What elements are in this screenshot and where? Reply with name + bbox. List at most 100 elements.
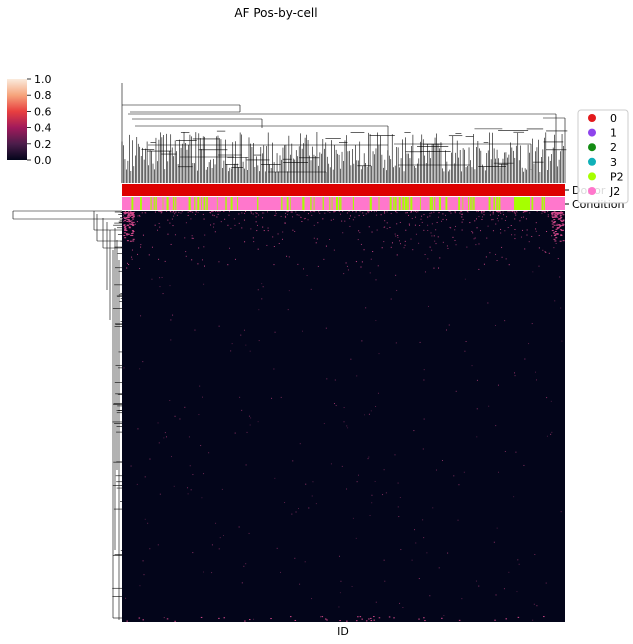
heatmap-cell: [368, 456, 370, 458]
heatmap-cell: [365, 307, 367, 309]
heatmap-cell: [280, 215, 282, 217]
heatmap-cell: [342, 232, 344, 234]
heatmap-cell: [555, 242, 557, 244]
heatmap-cell: [123, 232, 126, 234]
heatmap-cell: [343, 407, 345, 409]
heatmap-cell: [257, 289, 259, 291]
heatmap-cell: [492, 212, 494, 214]
condition-stripe: [335, 197, 339, 210]
heatmap-cell: [363, 249, 365, 251]
heatmap-cell: [258, 214, 260, 216]
heatmap-cell: [142, 619, 145, 621]
heatmap-cell: [541, 212, 543, 214]
heatmap-cell: [466, 246, 468, 248]
heatmap-cell: [124, 213, 127, 215]
heatmap-cell: [398, 516, 400, 518]
heatmap-cell: [514, 211, 516, 213]
heatmap-cell: [410, 211, 412, 213]
heatmap-cell: [559, 225, 562, 227]
heatmap-cell: [554, 231, 557, 233]
heatmap-cell: [460, 211, 462, 213]
heatmap-cell: [256, 224, 258, 226]
heatmap-cell: [381, 247, 383, 249]
heatmap-cell: [185, 222, 187, 224]
heatmap-cell: [125, 597, 127, 599]
heatmap-cell: [241, 212, 243, 214]
heatmap-cell: [373, 211, 375, 213]
heatmap-cell: [360, 266, 362, 268]
condition-stripe: [493, 197, 495, 210]
heatmap-cell: [173, 485, 175, 487]
heatmap-cell: [542, 211, 544, 213]
heatmap-cell: [157, 544, 159, 546]
heatmap-cell: [489, 214, 491, 216]
heatmap-cell: [307, 213, 309, 215]
heatmap-cell: [217, 211, 219, 213]
heatmap-cell: [334, 211, 336, 213]
condition-stripe: [188, 197, 191, 210]
heatmap-cell: [243, 219, 245, 221]
heatmap-cell: [161, 277, 163, 279]
heatmap-cell: [172, 314, 174, 316]
heatmap-cell: [553, 211, 555, 213]
heatmap-cell: [126, 215, 129, 217]
condition-stripe: [331, 197, 333, 210]
heatmap-cell: [130, 220, 133, 222]
heatmap-cell: [560, 234, 563, 236]
heatmap-cell: [535, 228, 537, 230]
heatmap-cell: [559, 214, 562, 216]
heatmap-cell: [399, 602, 401, 604]
heatmap-cell: [134, 223, 136, 225]
heatmap-cell: [418, 618, 420, 620]
heatmap-cell: [250, 228, 252, 230]
heatmap-cell: [323, 423, 325, 425]
heatmap-cell: [241, 582, 243, 584]
heatmap-cell: [558, 213, 561, 215]
heatmap-cell: [553, 222, 556, 224]
condition-stripe: [155, 197, 157, 210]
heatmap-cell: [501, 246, 503, 248]
heatmap-cell: [445, 214, 447, 216]
heatmap-cell: [176, 214, 178, 216]
heatmap-cell: [191, 235, 193, 237]
condition-stripe: [378, 197, 380, 210]
heatmap-cell: [136, 483, 138, 485]
heatmap-cell: [187, 211, 189, 213]
heatmap-cell: [364, 414, 366, 416]
condition-bar-base: [122, 197, 565, 210]
heatmap-cell: [144, 212, 146, 214]
heatmap-cell: [515, 211, 517, 213]
heatmap-cell: [334, 379, 336, 381]
heatmap-cell: [223, 617, 226, 619]
heatmap-cell: [442, 218, 444, 220]
heatmap-cell: [199, 385, 201, 387]
heatmap-cell: [439, 257, 441, 259]
heatmap-cell: [518, 563, 520, 565]
heatmap-cell: [164, 260, 166, 262]
heatmap-cell: [554, 300, 556, 302]
heatmap-cell: [203, 218, 205, 220]
heatmap-cell: [504, 320, 506, 322]
legend-label: 1: [610, 127, 617, 140]
heatmap-cell: [465, 341, 467, 343]
heatmap-cell: [127, 233, 130, 235]
heatmap-cell: [128, 264, 130, 266]
heatmap-cell: [415, 542, 417, 544]
heatmap-cell: [141, 212, 143, 214]
heatmap-cell: [263, 212, 265, 214]
heatmap-cell: [461, 211, 463, 213]
heatmap-cell: [170, 211, 172, 213]
heatmap-cell: [203, 246, 205, 248]
heatmap-cell: [197, 211, 199, 213]
heatmap-cell: [556, 216, 559, 218]
heatmap-cell: [189, 211, 191, 213]
heatmap-cell: [125, 217, 128, 219]
heatmap-cell: [243, 329, 245, 331]
heatmap-cell: [187, 214, 189, 216]
heatmap-cell: [413, 430, 415, 432]
heatmap-cell: [256, 212, 258, 214]
heatmap-cell: [131, 256, 133, 258]
heatmap-cell: [383, 559, 385, 561]
heatmap-cell: [559, 215, 562, 217]
heatmap-cell: [454, 211, 456, 213]
